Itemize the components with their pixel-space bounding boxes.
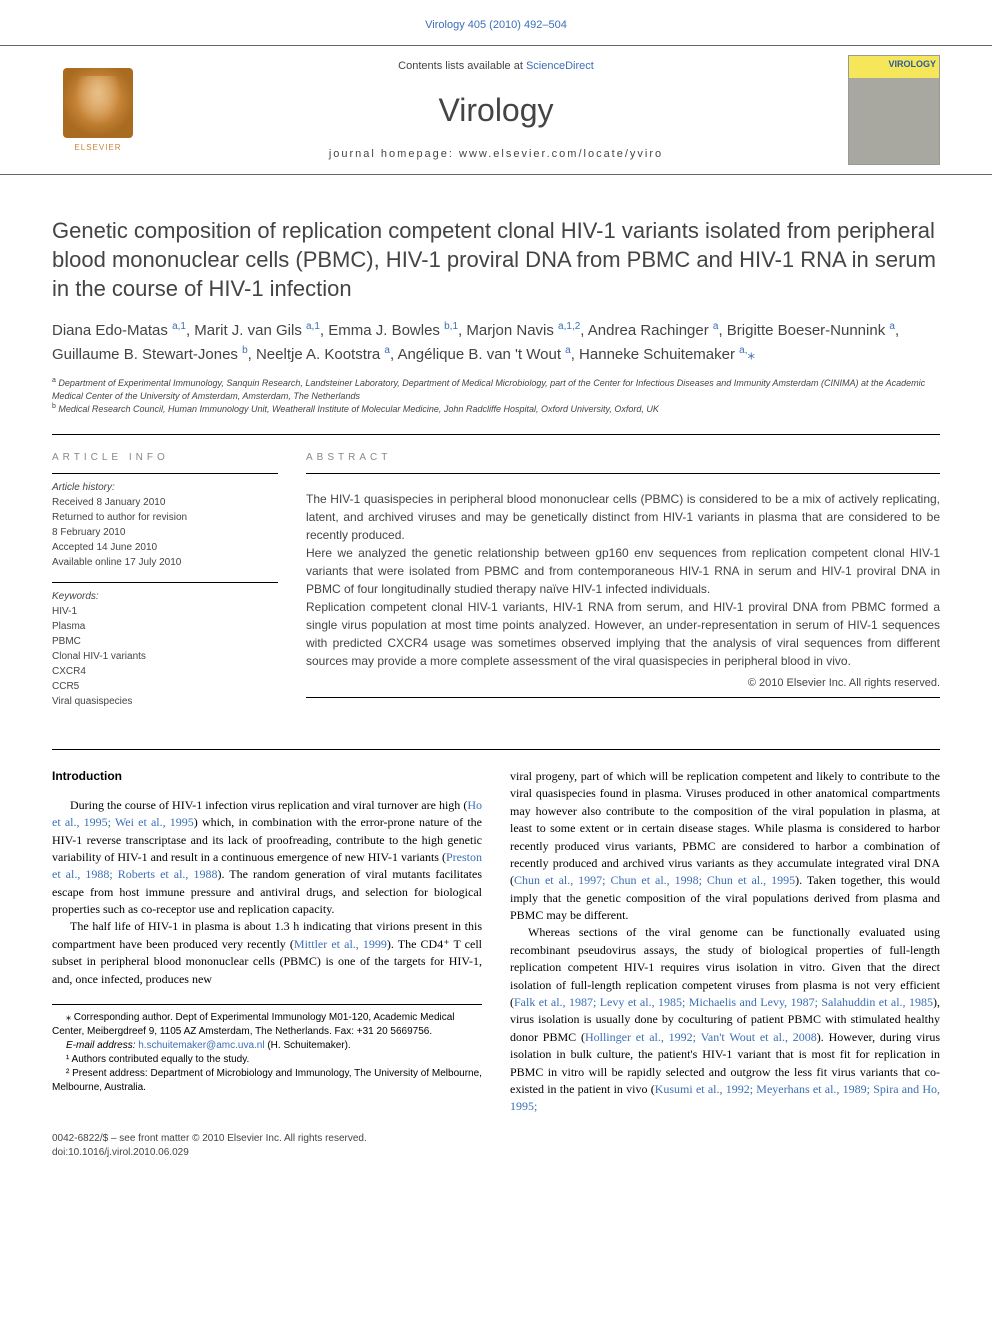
- history-line: Received 8 January 2010: [52, 495, 278, 510]
- homepage-prefix: journal homepage:: [329, 148, 459, 160]
- issn-line: 0042-6822/$ – see front matter © 2010 El…: [52, 1132, 940, 1146]
- keyword: HIV-1: [52, 604, 278, 619]
- article-info-heading: ARTICLE INFO: [52, 435, 278, 467]
- abstract-p2: Here we analyzed the genetic relationshi…: [306, 544, 940, 598]
- keyword: CXCR4: [52, 664, 278, 679]
- elsevier-logo: ELSEVIER: [52, 60, 144, 160]
- abstract-copyright: © 2010 Elsevier Inc. All rights reserved…: [306, 670, 940, 691]
- history-line: 8 February 2010: [52, 525, 278, 540]
- corresponding-author-note: ⁎ Corresponding author. Dept of Experime…: [52, 1011, 482, 1039]
- doi-line: doi:10.1016/j.virol.2010.06.029: [52, 1146, 940, 1160]
- article-title: Genetic composition of replication compe…: [0, 175, 992, 303]
- keyword: CCR5: [52, 679, 278, 694]
- elsevier-tree-icon: [63, 68, 133, 138]
- sciencedirect-link[interactable]: ScienceDirect: [526, 60, 594, 72]
- body-right-column: viral progeny, part of which will be rep…: [510, 768, 940, 1116]
- abstract-p3: Replication competent clonal HIV-1 varia…: [306, 598, 940, 670]
- body-left-column: Introduction During the course of HIV-1 …: [52, 768, 482, 1116]
- page-footer: 0042-6822/$ – see front matter © 2010 El…: [0, 1116, 992, 1180]
- history-line: Returned to author for revision: [52, 510, 278, 525]
- history-line: Available online 17 July 2010: [52, 555, 278, 570]
- keyword: Viral quasispecies: [52, 694, 278, 709]
- article-info-column: ARTICLE INFO Article history: Received 8…: [52, 435, 278, 709]
- abstract-p1: The HIV-1 quasispecies in peripheral blo…: [306, 490, 940, 544]
- email-line: E-mail address: h.schuitemaker@amc.uva.n…: [52, 1039, 482, 1053]
- journal-cover-label: VIROLOGY: [888, 58, 936, 71]
- article-history: Article history: Received 8 January 2010…: [52, 474, 278, 570]
- intro-text-right: viral progeny, part of which will be rep…: [510, 768, 940, 1116]
- keyword: PBMC: [52, 634, 278, 649]
- footnote-2: ² Present address: Department of Microbi…: [52, 1067, 482, 1095]
- citation-link[interactable]: Falk et al., 1987; Levy et al., 1985; Mi…: [514, 995, 933, 1009]
- authors-list: Diana Edo-Matas a,1, Marit J. van Gils a…: [0, 303, 992, 366]
- affiliation-a: a Department of Experimental Immunology,…: [52, 376, 940, 402]
- email-link[interactable]: h.schuitemaker@amc.uva.nl: [138, 1040, 264, 1051]
- citation-link[interactable]: Hollinger et al., 1992; Van't Wout et al…: [585, 1030, 817, 1044]
- intro-left-p2: The half life of HIV-1 in plasma is abou…: [52, 918, 482, 988]
- keywords-block: Keywords: HIV-1 Plasma PBMC Clonal HIV-1…: [52, 583, 278, 709]
- intro-text-left: During the course of HIV-1 infection vir…: [52, 797, 482, 988]
- affiliations: a Department of Experimental Immunology,…: [0, 366, 992, 416]
- header-citation: Virology 405 (2010) 492–504: [0, 0, 992, 45]
- footnotes: ⁎ Corresponding author. Dept of Experime…: [52, 1004, 482, 1095]
- journal-homepage-line: journal homepage: www.elsevier.com/locat…: [144, 147, 848, 162]
- citation-link[interactable]: Chun et al., 1997; Chun et al., 1998; Ch…: [514, 873, 795, 887]
- affiliation-b: b Medical Research Council, Human Immuno…: [52, 402, 940, 416]
- intro-right-p2: Whereas sections of the viral genome can…: [510, 924, 940, 1115]
- intro-right-p1: viral progeny, part of which will be rep…: [510, 768, 940, 925]
- abstract-heading: ABSTRACT: [306, 435, 940, 467]
- contents-available-line: Contents lists available at ScienceDirec…: [144, 59, 848, 74]
- citation-link[interactable]: Mittler et al., 1999: [294, 937, 387, 951]
- history-line: Accepted 14 June 2010: [52, 540, 278, 555]
- footnote-1: ¹ Authors contributed equally to the stu…: [52, 1053, 482, 1067]
- intro-left-p1: During the course of HIV-1 infection vir…: [52, 797, 482, 919]
- journal-cover-thumbnail: VIROLOGY: [848, 55, 940, 165]
- keyword: Plasma: [52, 619, 278, 634]
- homepage-url: www.elsevier.com/locate/yviro: [459, 148, 663, 160]
- abstract-column: ABSTRACT The HIV-1 quasispecies in perip…: [306, 435, 940, 709]
- masthead: ELSEVIER Contents lists available at Sci…: [0, 45, 992, 175]
- history-label: Article history:: [52, 480, 278, 495]
- keyword: Clonal HIV-1 variants: [52, 649, 278, 664]
- elsevier-label: ELSEVIER: [74, 142, 121, 153]
- intro-heading: Introduction: [52, 768, 482, 785]
- contents-prefix: Contents lists available at: [398, 60, 526, 72]
- abstract-text: The HIV-1 quasispecies in peripheral blo…: [306, 474, 940, 670]
- journal-name: Virology: [144, 88, 848, 133]
- keywords-label: Keywords:: [52, 589, 278, 604]
